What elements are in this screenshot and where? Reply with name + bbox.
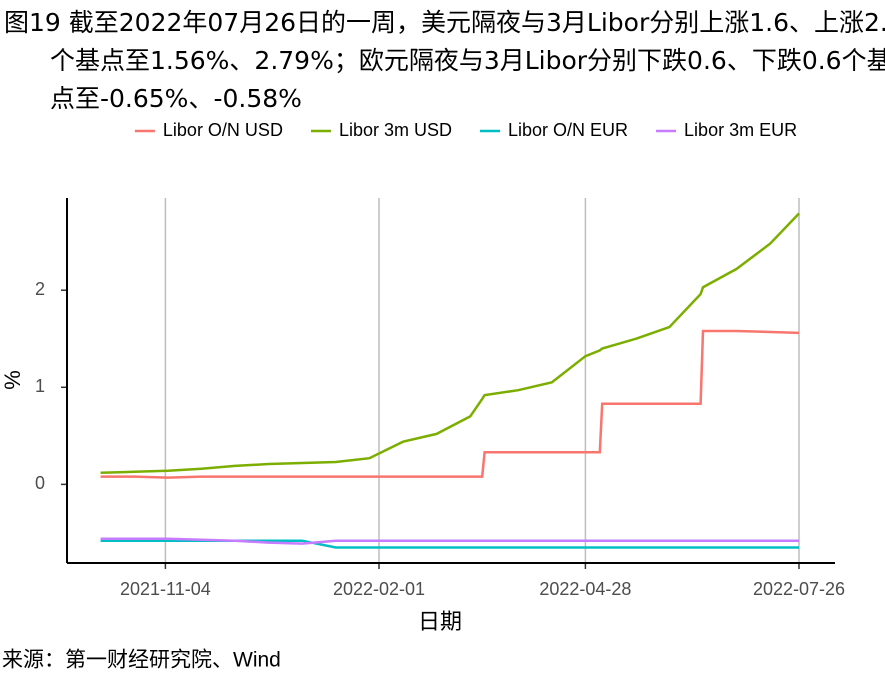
legend-label: Libor O/N USD xyxy=(163,120,283,140)
legend-label: Libor O/N EUR xyxy=(508,120,628,140)
y-tick-label: 2 xyxy=(35,279,45,299)
y-axis-label: % xyxy=(0,370,25,390)
x-tick-label: 2022-02-01 xyxy=(333,579,425,599)
x-tick-label: 2022-04-28 xyxy=(539,579,631,599)
series-line xyxy=(100,537,799,545)
chart-title: 图19 截至2022年07月26日的一周，美元隔夜与3月Libor分别上涨1.6… xyxy=(4,8,885,113)
x-axis-label: 日期 xyxy=(418,609,462,634)
x-tick-label: 2022-07-26 xyxy=(753,579,845,599)
legend-label: Libor 3m EUR xyxy=(684,120,797,140)
y-tick-label: 0 xyxy=(35,473,45,493)
x-tick-label: 2021-11-04 xyxy=(120,579,211,599)
y-tick-label: 1 xyxy=(35,376,45,396)
source-note: 来源：第一财经研究院、Wind xyxy=(2,649,281,672)
series-line xyxy=(100,212,800,474)
legend-label: Libor 3m USD xyxy=(339,120,452,140)
series-line xyxy=(100,329,800,479)
